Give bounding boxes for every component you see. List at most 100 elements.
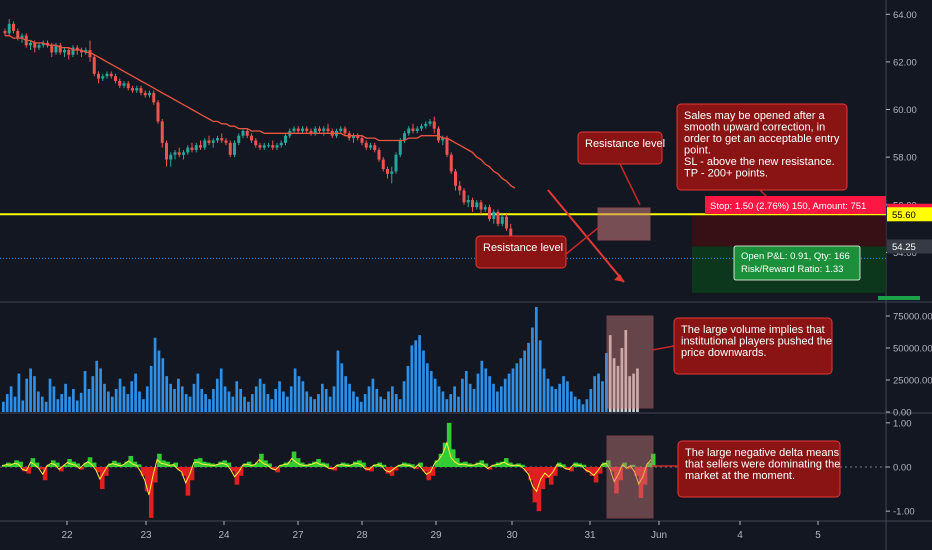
annotation-delta-note-text: that sellers were dominating the xyxy=(685,459,840,471)
delta-bar xyxy=(369,467,374,472)
volume-bar xyxy=(402,381,406,412)
volume-bar xyxy=(317,394,320,412)
time-axis-label: 29 xyxy=(430,530,442,541)
price-tag-label: 54.25 xyxy=(892,242,916,253)
volume-bar xyxy=(223,386,227,412)
time-axis-label: 5 xyxy=(815,530,821,541)
volume-bar xyxy=(75,400,79,412)
annotation-delta-note xyxy=(677,440,841,498)
volume-bar xyxy=(608,335,612,412)
volume-bar xyxy=(531,327,534,412)
volume-bar xyxy=(348,383,351,412)
volume-bar xyxy=(37,391,40,412)
delta-bar xyxy=(606,460,611,467)
volume-bar xyxy=(48,378,52,412)
delta-bar xyxy=(393,467,399,471)
volume-bar xyxy=(44,401,48,412)
volume-bar xyxy=(363,394,367,412)
annotation-delta-note-text: market at the moment. xyxy=(685,470,795,482)
volume-bar xyxy=(305,391,309,412)
candle-body xyxy=(165,142,168,160)
delta-bar xyxy=(136,464,142,467)
delta-bar xyxy=(185,467,191,496)
candle-body xyxy=(135,88,139,91)
delta-bar xyxy=(132,461,138,467)
candle-body xyxy=(432,121,436,129)
volume-bar xyxy=(340,363,344,412)
volume-bar xyxy=(379,396,383,412)
delta-bar xyxy=(22,467,27,472)
candle-body xyxy=(267,145,270,147)
delta-bar xyxy=(157,453,162,467)
delta-bar xyxy=(10,463,15,467)
delta-bar xyxy=(332,467,338,471)
delta-bar xyxy=(250,464,256,467)
delta-bar xyxy=(487,467,493,470)
volume-bar xyxy=(180,386,184,412)
delta-bar xyxy=(26,467,32,474)
candle-body xyxy=(313,128,317,134)
delta-bar xyxy=(34,462,40,467)
price-axis-label: 64.00 xyxy=(893,10,917,21)
annotation-sales-note-text: point. xyxy=(684,145,711,157)
volume-bar xyxy=(632,373,635,412)
volume-bar xyxy=(285,396,289,412)
volume-bar xyxy=(573,396,577,412)
delta-bar xyxy=(120,464,125,467)
delta-bar xyxy=(601,462,607,467)
volume-bar xyxy=(562,376,565,412)
volume-bar xyxy=(301,381,305,412)
delta-axis-label: 1.00 xyxy=(893,418,912,429)
delta-bar xyxy=(397,464,403,467)
volume-bar xyxy=(616,365,620,412)
time-axis-label: 23 xyxy=(140,530,152,541)
candle-body xyxy=(173,152,177,155)
volume-bar xyxy=(406,365,410,412)
candle-body xyxy=(131,88,134,91)
delta-bar xyxy=(242,463,248,467)
volume-bar xyxy=(484,368,488,412)
volume-bar xyxy=(56,399,60,412)
delta-bar xyxy=(646,462,652,467)
candle-body xyxy=(143,92,147,96)
delta-bar xyxy=(634,467,640,476)
candle-body xyxy=(7,23,11,34)
volume-bar xyxy=(628,376,632,412)
candle-body xyxy=(220,138,224,141)
delta-bar xyxy=(55,462,60,467)
delta-bar xyxy=(438,453,444,467)
delta-bar xyxy=(352,461,358,467)
candle-body xyxy=(139,88,143,93)
volume-bar xyxy=(173,388,176,412)
candle-body xyxy=(326,128,330,131)
volume-bar xyxy=(328,396,332,412)
candle-body xyxy=(250,135,253,141)
volume-bar xyxy=(324,388,328,412)
delta-bar xyxy=(565,467,570,470)
candle-body xyxy=(373,145,377,150)
volume-bar xyxy=(636,368,639,412)
delta-bar xyxy=(585,467,591,473)
reward-bar xyxy=(878,296,920,300)
annotation-resistance-upper-text: Resistance level xyxy=(585,138,665,150)
volume-bar xyxy=(196,373,200,412)
volume-bar xyxy=(472,388,476,412)
volume-bar xyxy=(499,386,503,412)
delta-bar xyxy=(75,463,81,467)
volume-bar xyxy=(87,388,91,412)
delta-bar xyxy=(214,464,219,467)
volume-bar xyxy=(597,373,600,412)
candle-body xyxy=(148,92,151,96)
volume-bar xyxy=(293,368,297,412)
volume-bar xyxy=(519,358,523,412)
moving-average-line xyxy=(5,35,516,189)
delta-bar xyxy=(99,467,105,490)
volume-bar xyxy=(17,373,21,412)
candle-body xyxy=(262,145,266,148)
candle-body xyxy=(29,42,32,46)
candle-body xyxy=(126,83,130,89)
annotation-volume-note-text: price downwards. xyxy=(681,347,767,359)
delta-bar xyxy=(128,455,134,467)
volume-bar xyxy=(453,386,456,412)
